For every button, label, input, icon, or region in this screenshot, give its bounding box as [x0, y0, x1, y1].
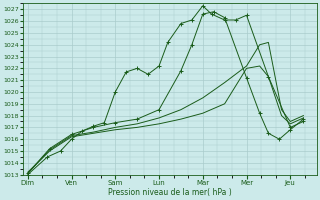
X-axis label: Pression niveau de la mer( hPa ): Pression niveau de la mer( hPa ) — [108, 188, 232, 197]
